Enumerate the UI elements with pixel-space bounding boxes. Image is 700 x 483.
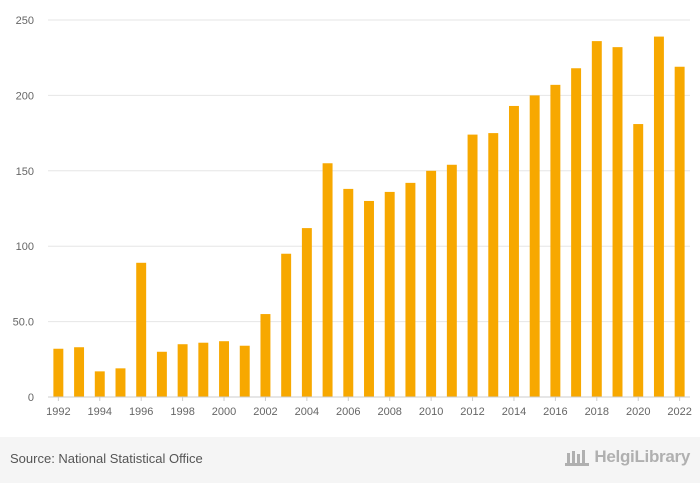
bar-1992[interactable] xyxy=(53,348,64,397)
y-tick-label: 200 xyxy=(16,90,34,102)
x-tick-label: 2012 xyxy=(460,406,484,418)
bar-2011[interactable] xyxy=(446,164,457,397)
x-tick-label: 2008 xyxy=(377,406,401,418)
bar-2012[interactable] xyxy=(467,134,478,397)
x-tick-label: 2004 xyxy=(295,406,319,418)
bar-2020[interactable] xyxy=(633,124,644,397)
x-axis-tick-labels: 1992 1994 1996 1998 2000 2002 2004 2006 2008 2010… xyxy=(46,397,692,418)
x-tick-label: 2006 xyxy=(336,406,360,418)
footer: Source: National Statistical Office Helg… xyxy=(0,437,700,483)
bar-1999[interactable] xyxy=(198,342,209,397)
x-tick-label: 2018 xyxy=(585,406,609,418)
bar-2019[interactable] xyxy=(612,47,623,397)
bar-2005[interactable] xyxy=(322,163,333,397)
bar-1994[interactable] xyxy=(94,371,105,397)
bar-2004[interactable] xyxy=(301,228,312,397)
bar-chart: 0 50.0 100 150 200 250 1992 1994 1996 1998 2000 20… xyxy=(13,15,692,418)
bar-2013[interactable] xyxy=(488,133,499,397)
y-tick-label: 250 xyxy=(16,15,34,27)
y-tick-label: 50.0 xyxy=(13,317,34,329)
bar-2000[interactable] xyxy=(219,341,230,397)
bar-2017[interactable] xyxy=(571,68,582,398)
x-tick-label: 2010 xyxy=(419,406,443,418)
bar-2018[interactable] xyxy=(591,41,602,397)
x-tick-label: 2002 xyxy=(253,406,277,418)
y-axis-tick-labels: 0 50.0 100 150 200 250 xyxy=(13,15,34,404)
bar-2016[interactable] xyxy=(550,84,561,398)
x-tick-label: 1998 xyxy=(170,406,194,418)
x-tick-label: 2022 xyxy=(667,406,691,418)
bar-2014[interactable] xyxy=(508,105,519,398)
bar-2022[interactable] xyxy=(674,66,685,398)
library-icon xyxy=(565,450,590,466)
bar-2002[interactable] xyxy=(260,314,271,397)
brand-logo[interactable]: HelgiLibrary xyxy=(564,447,690,467)
grid-lines xyxy=(48,19,690,323)
bar-2001[interactable] xyxy=(239,345,250,397)
bar-1996[interactable] xyxy=(136,262,147,397)
bar-2007[interactable] xyxy=(364,200,374,397)
x-tick-label: 2014 xyxy=(502,406,526,418)
bar-2021[interactable] xyxy=(653,36,664,397)
bar-2003[interactable] xyxy=(281,253,292,397)
y-tick-label: 0 xyxy=(28,392,34,404)
x-tick-label: 2016 xyxy=(543,406,567,418)
bar-2009[interactable] xyxy=(405,182,416,397)
source-note: Source: National Statistical Office xyxy=(10,451,203,466)
x-tick-label: 2020 xyxy=(626,406,650,418)
x-tick-label: 2000 xyxy=(212,406,236,418)
y-tick-label: 100 xyxy=(16,241,34,253)
x-tick-label: 1996 xyxy=(129,406,153,418)
bar-2015[interactable] xyxy=(529,95,540,398)
bar-1995[interactable] xyxy=(115,368,126,397)
bar-1993[interactable] xyxy=(74,347,85,397)
bar-2006[interactable] xyxy=(343,188,354,397)
bar-2008[interactable] xyxy=(384,191,395,397)
bar-2010[interactable] xyxy=(426,170,437,397)
brand-name: HelgiLibrary xyxy=(594,447,690,466)
x-tick-label: 1992 xyxy=(46,406,70,418)
bars xyxy=(53,36,685,398)
bar-1998[interactable] xyxy=(177,344,188,397)
y-tick-label: 150 xyxy=(16,166,34,178)
x-tick-label: 1994 xyxy=(88,406,112,418)
bar-1997[interactable] xyxy=(156,351,167,397)
